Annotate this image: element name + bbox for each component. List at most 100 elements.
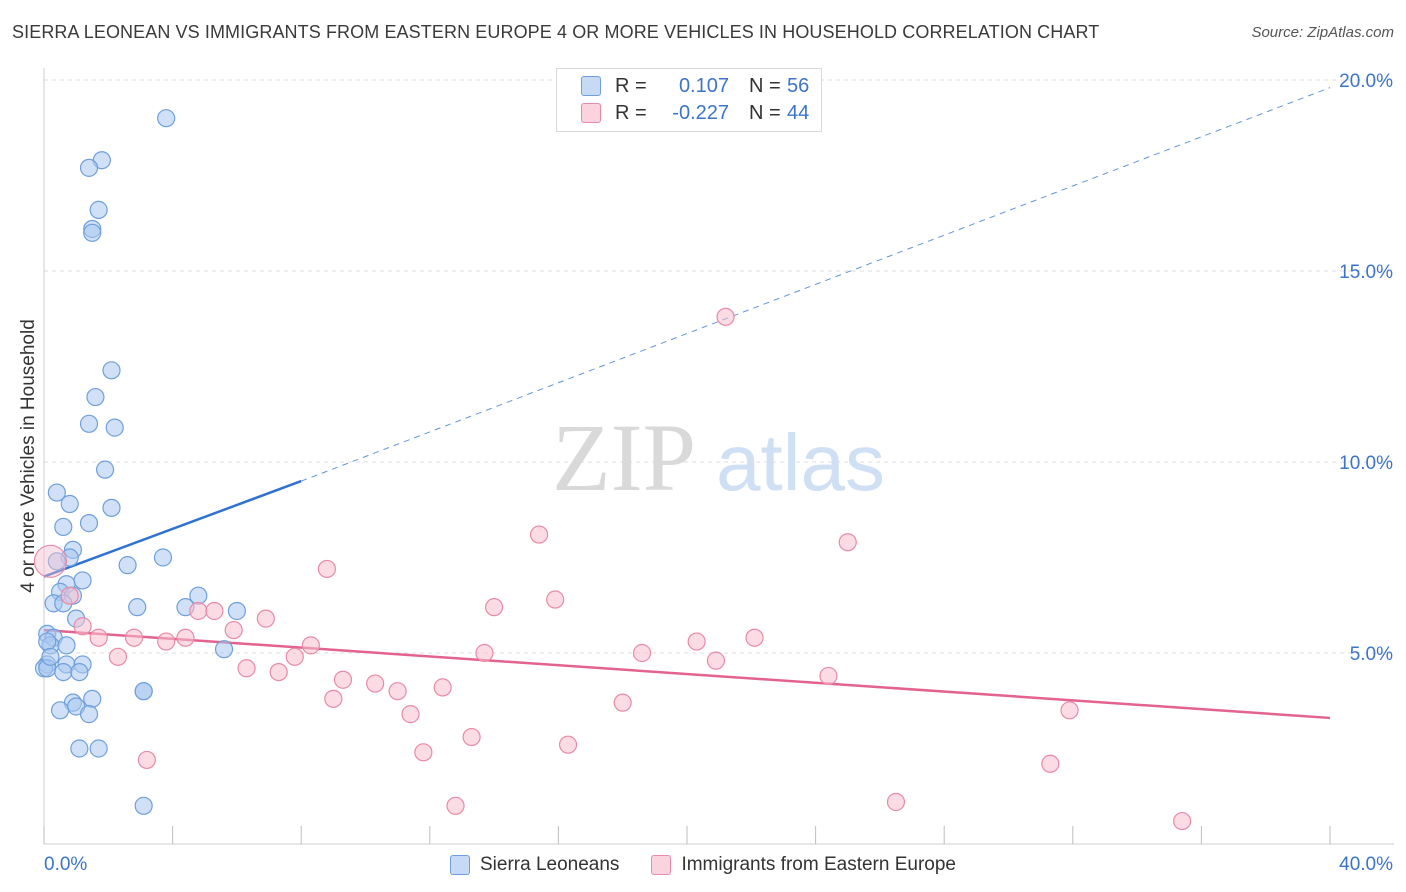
point-sierra-leonean — [57, 636, 76, 655]
point-eastern-europe — [530, 525, 549, 544]
point-sierra-leonean — [105, 418, 124, 437]
point-eastern-europe — [60, 586, 79, 605]
point-eastern-europe — [285, 647, 304, 666]
point-eastern-europe — [1060, 701, 1079, 720]
point-eastern-europe — [745, 628, 764, 647]
point-eastern-europe — [224, 620, 243, 640]
point-eastern-europe — [433, 678, 452, 697]
point-eastern-europe — [317, 559, 337, 579]
point-sierra-leonean — [70, 662, 89, 682]
point-eastern-europe — [546, 590, 565, 609]
point-eastern-europe — [124, 628, 144, 647]
trend-lines — [43, 87, 1331, 720]
point-eastern-europe — [269, 662, 288, 682]
point-eastern-europe — [716, 307, 735, 326]
trend-line-blue — [43, 479, 302, 578]
point-eastern-europe — [33, 544, 68, 578]
correlation-legend: R = 0.107 N = 56 R = -0.227 N = 44 — [556, 68, 822, 132]
legend-r-label: R = — [615, 74, 647, 97]
point-eastern-europe — [237, 659, 256, 678]
point-eastern-europe — [613, 693, 632, 712]
legend-n-value: 56 — [787, 74, 810, 97]
blue-swatch — [450, 855, 470, 875]
point-eastern-europe — [1173, 811, 1192, 831]
legend-n-label: N = — [749, 74, 781, 97]
trend-line-pink — [43, 628, 1331, 720]
point-eastern-europe — [333, 670, 353, 689]
point-sierra-leonean — [153, 548, 173, 567]
point-sierra-leonean — [83, 223, 102, 242]
point-eastern-europe — [189, 601, 208, 621]
legend-r-label: R = — [615, 101, 647, 124]
point-eastern-europe — [401, 705, 420, 724]
point-eastern-europe — [89, 628, 108, 647]
point-sierra-leonean — [79, 705, 99, 724]
legend-row-eastern-europe: R = -0.227 N = 44 — [581, 100, 809, 126]
point-sierra-leonean — [86, 387, 105, 407]
legend-n-value: 44 — [787, 101, 810, 124]
point-eastern-europe — [73, 617, 92, 636]
point-eastern-europe — [301, 636, 320, 655]
point-eastern-europe — [687, 632, 706, 651]
point-sierra-leonean — [214, 640, 234, 659]
data-points — [33, 109, 1192, 831]
point-sierra-leonean — [134, 682, 153, 701]
x-tick-label: 0.0% — [44, 854, 87, 875]
point-eastern-europe — [388, 682, 407, 701]
point-sierra-leonean — [70, 739, 89, 758]
point-sierra-leonean — [50, 701, 70, 720]
point-eastern-europe — [462, 727, 481, 747]
point-sierra-leonean — [128, 598, 147, 617]
y-tick-label: 15.0% — [1339, 262, 1393, 283]
pink-swatch — [651, 855, 672, 875]
point-eastern-europe — [632, 643, 652, 663]
point-eastern-europe — [446, 796, 465, 815]
point-eastern-europe — [108, 647, 128, 666]
series-legend: Sierra Leoneans Immigrants from Eastern … — [0, 852, 1406, 878]
watermark-atlas: atlas — [716, 418, 885, 507]
legend-r-value: -0.227 — [672, 101, 729, 124]
point-eastern-europe — [324, 689, 343, 708]
point-sierra-leonean — [79, 158, 99, 177]
point-eastern-europe — [838, 533, 857, 552]
point-sierra-leonean — [79, 414, 99, 433]
legend-row-sierra-leoneans: R = 0.107 N = 56 — [581, 73, 809, 99]
point-eastern-europe — [475, 643, 494, 663]
point-eastern-europe — [558, 735, 578, 754]
point-sierra-leonean — [38, 632, 57, 651]
point-sierra-leonean — [79, 514, 99, 533]
point-sierra-leonean — [157, 109, 176, 128]
point-sierra-leonean — [102, 361, 121, 380]
point-sierra-leonean — [227, 601, 246, 621]
pink-swatch — [581, 103, 601, 123]
legend-label: Immigrants from Eastern Europe — [681, 854, 956, 875]
blue-swatch — [581, 76, 601, 96]
point-sierra-leonean — [89, 200, 108, 219]
legend-n-label: N = — [749, 101, 781, 124]
chart-title: SIERRA LEONEAN VS IMMIGRANTS FROM EASTER… — [12, 22, 1100, 42]
legend-label: Sierra Leoneans — [480, 854, 620, 875]
point-eastern-europe — [137, 750, 156, 770]
point-eastern-europe — [819, 666, 838, 686]
source-label: Source: ZipAtlas.com — [1251, 24, 1394, 41]
legend-item-sierra-leoneans[interactable]: Sierra Leoneans — [450, 854, 619, 876]
y-tick-label: 20.0% — [1339, 71, 1393, 92]
x-tick-label: 40.0% — [1339, 854, 1393, 875]
point-sierra-leonean — [73, 571, 92, 590]
y-tick-label: 10.0% — [1339, 453, 1393, 474]
point-eastern-europe — [1041, 754, 1060, 773]
y-axis-label: 4 or more Vehicles in Household — [18, 319, 39, 593]
point-sierra-leonean — [134, 796, 153, 815]
point-sierra-leonean — [54, 517, 73, 537]
point-sierra-leonean — [118, 556, 137, 575]
point-sierra-leonean — [95, 460, 115, 479]
tick-labels: 5.0% 10.0% 15.0% 20.0% 0.0% 40.0% — [44, 71, 1393, 875]
point-sierra-leonean — [102, 498, 121, 517]
legend-r-value: 0.107 — [678, 74, 729, 97]
point-sierra-leonean — [89, 739, 108, 758]
watermark-zip: ZIP — [552, 404, 696, 511]
point-eastern-europe — [706, 651, 726, 670]
point-sierra-leonean — [83, 689, 102, 708]
legend-item-eastern-europe[interactable]: Immigrants from Eastern Europe — [651, 854, 956, 876]
